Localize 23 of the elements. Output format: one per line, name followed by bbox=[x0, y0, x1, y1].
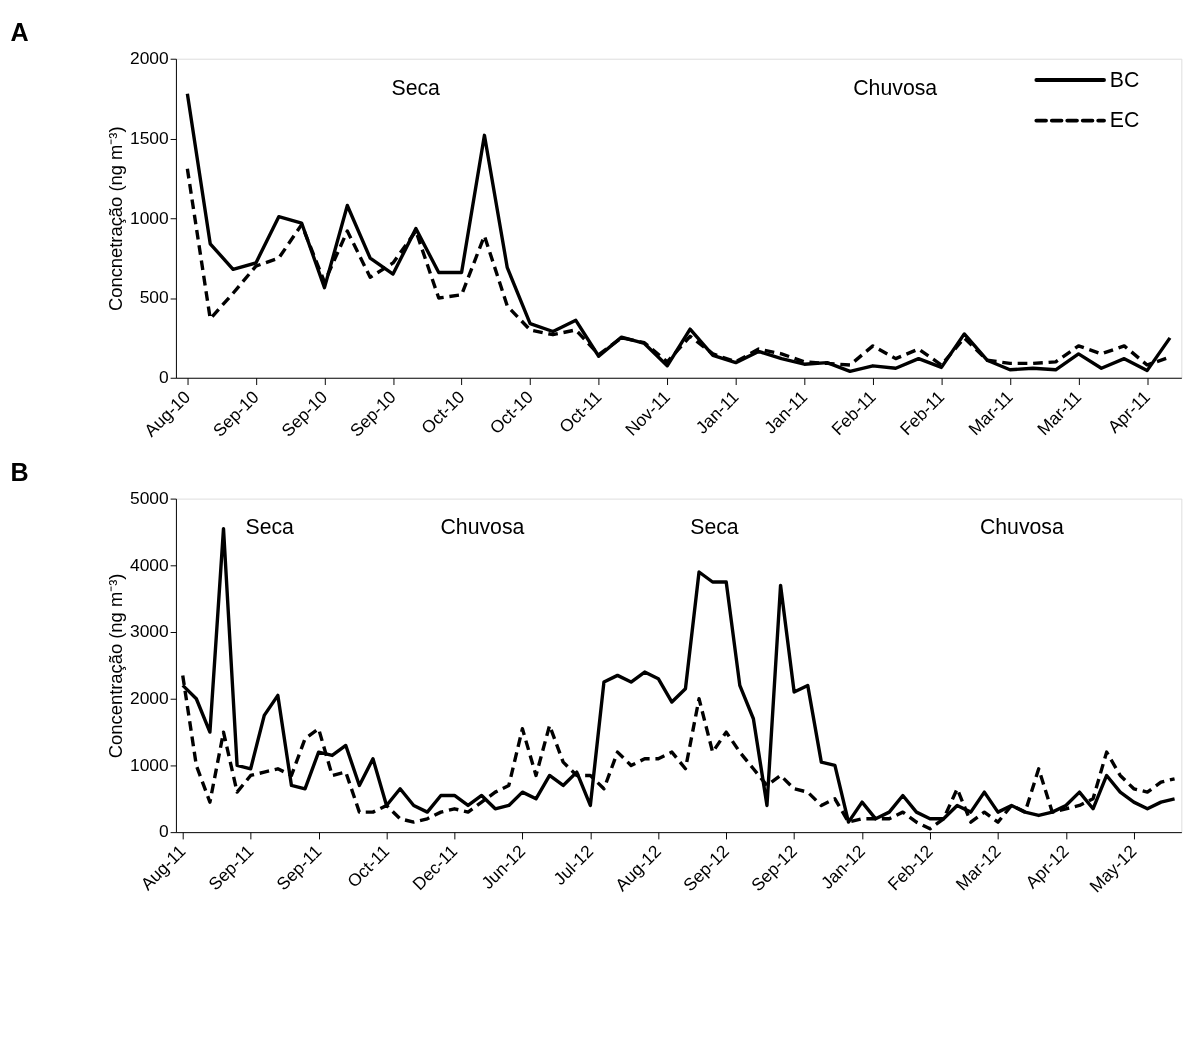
y-tick-label: 1000 bbox=[130, 754, 169, 775]
chart-title: B bbox=[10, 458, 29, 487]
legend-label: BC bbox=[1109, 67, 1140, 92]
y-tick-label: 1000 bbox=[130, 207, 169, 228]
annotation: Chuvosa bbox=[853, 75, 938, 100]
chart-title: A bbox=[10, 18, 29, 47]
y-axis-title: Concentração (ng m⁻³) bbox=[105, 573, 127, 759]
y-axis-title: Concnetração (ng m⁻³) bbox=[105, 126, 127, 312]
y-tick-label: 3000 bbox=[130, 621, 169, 642]
y-tick-label: 1500 bbox=[130, 127, 169, 148]
y-tick-label: 500 bbox=[139, 287, 169, 308]
y-tick-label: 4000 bbox=[130, 554, 169, 575]
annotation: Chuvosa bbox=[440, 515, 525, 540]
annotation: Seca bbox=[391, 75, 441, 100]
y-tick-label: 0 bbox=[159, 821, 169, 842]
y-tick-label: 2000 bbox=[130, 48, 169, 69]
y-tick-label: 5000 bbox=[130, 487, 169, 508]
legend-label: EC bbox=[1109, 108, 1140, 133]
y-tick-label: 2000 bbox=[130, 688, 169, 709]
annotation: Seca bbox=[690, 515, 739, 540]
annotation: Chuvosa bbox=[979, 515, 1064, 540]
y-tick-label: 0 bbox=[159, 367, 169, 388]
annotation: Seca bbox=[245, 515, 295, 540]
